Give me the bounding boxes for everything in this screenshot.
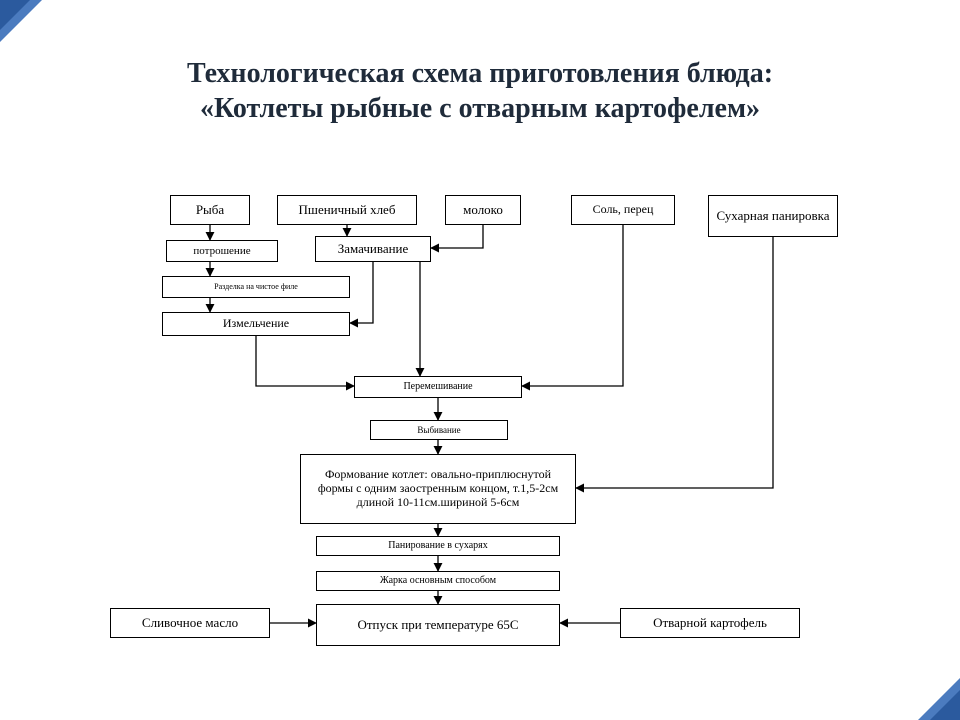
node-serve: Отпуск при температуре 65С (316, 604, 560, 646)
node-form: Формование котлет: овально-приплюснутой … (300, 454, 576, 524)
title-line-2: «Котлеты рыбные с отварным картофелем» (200, 93, 760, 124)
node-soak: Замачивание (315, 236, 431, 262)
slide-page: Технологическая схема приготовления блюд… (0, 0, 960, 720)
node-bread2: Панирование в сухарях (316, 536, 560, 556)
node-crumbs: Сухарная панировка (708, 195, 838, 237)
node-salt: Соль, перец (571, 195, 675, 225)
node-fillet: Разделка на чистое филе (162, 276, 350, 298)
slide-title: Технологическая схема приготовления блюд… (0, 56, 960, 126)
flowchart-canvas: Рыба Пшеничный хлеб молоко Соль, перец Сухар… (0, 170, 960, 700)
node-gut: потрошение (166, 240, 278, 262)
edge-grind-mix (256, 336, 354, 386)
node-grind: Измельчение (162, 312, 350, 336)
node-milk: молоко (445, 195, 521, 225)
corner-accent-tl-inner (0, 0, 30, 30)
title-line-1: Технологическая схема приготовления блюд… (187, 58, 773, 89)
edge-crumbs-form (576, 237, 773, 488)
node-fish: Рыба (170, 195, 250, 225)
node-beat: Выбивание (370, 420, 508, 440)
node-fry: Жарка основным способом (316, 571, 560, 591)
node-potato: Отварной картофель (620, 608, 800, 638)
edge-soak-grind (350, 262, 373, 323)
edge-salt-mix (522, 225, 623, 386)
node-mix: Перемешивание (354, 376, 522, 398)
node-bread: Пшеничный хлеб (277, 195, 417, 225)
edge-milk-soak (431, 225, 483, 248)
node-butter: Сливочное масло (110, 608, 270, 638)
